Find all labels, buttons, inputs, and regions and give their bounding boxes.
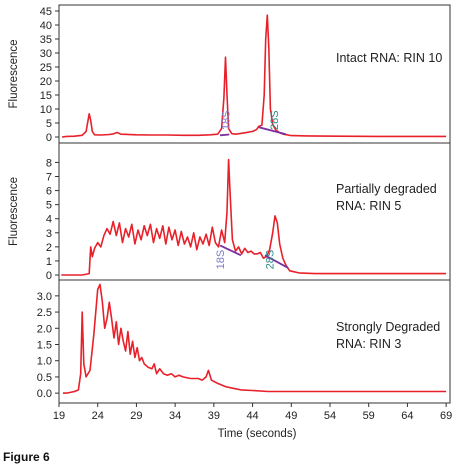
y-tick-label: 5 — [46, 118, 52, 130]
x-tick-label: 19 — [53, 410, 65, 422]
y-axis-label: Fluorescence — [8, 39, 20, 108]
peak-label-18s: 18S — [215, 250, 227, 270]
peak-label-18s: 18S — [220, 110, 232, 130]
y-tick-label: 2.5 — [37, 307, 52, 319]
x-tick-label: 59 — [363, 410, 375, 422]
panel-frame — [58, 4, 451, 144]
y-tick-label: 1.5 — [37, 339, 52, 351]
y-tick-label: 35 — [40, 34, 52, 46]
y-tick-label: 10 — [40, 104, 52, 116]
x-axis: 19 24 29 34 39 44 49 54 59 64 69 — [53, 403, 452, 422]
peak-baseline — [264, 254, 289, 269]
peak-label-28s: 28S — [269, 110, 281, 130]
y-tick-label: 2.0 — [37, 323, 52, 335]
chart-panel-1: 0 5 10 15 20 25 30 35 40 45 Fluorescence 18S 28S Inta… — [8, 4, 451, 144]
x-tick-label: 49 — [285, 410, 297, 422]
electropherogram-trace — [61, 158, 447, 276]
y-tick-label: 0 — [46, 270, 52, 282]
y-tick-label: 1.0 — [37, 356, 52, 368]
x-tick-label: 64 — [401, 410, 413, 422]
y-tick-label: 1 — [46, 256, 52, 268]
electropherogram-trace — [61, 14, 447, 138]
x-tick-label: 34 — [169, 410, 181, 422]
y-tick-label: 0 — [46, 132, 52, 144]
peak-label-28s: 28S — [264, 250, 276, 270]
y-tick-label: 2 — [46, 242, 52, 254]
y-tick-label: 45 — [40, 6, 52, 18]
panel-frame — [58, 279, 451, 404]
y-tick-label: 25 — [40, 62, 52, 74]
y-tick-label: 40 — [40, 20, 52, 32]
rin-annotation: Intact RNA: RIN 10 — [336, 51, 442, 65]
y-tick-label: 0.5 — [37, 372, 52, 384]
y-tick-label: 20 — [40, 76, 52, 88]
x-axis-label: Time (seconds) — [218, 428, 297, 440]
x-tick-label: 54 — [324, 410, 336, 422]
rin-annotation: Partially degraded — [336, 182, 437, 196]
chart-panel-2: 0 1 2 3 4 5 6 7 8 Fluorescence 18S 28S Partially deg… — [8, 142, 451, 282]
rin-annotation: Strongly Degraded — [336, 320, 440, 334]
electropherogram-trace — [62, 283, 447, 394]
peak-baseline — [219, 244, 242, 257]
peak-baseline — [258, 126, 287, 136]
y-tick-label: 30 — [40, 48, 52, 60]
y-tick-label: 3.0 — [37, 291, 52, 303]
y-tick-label: 6 — [46, 186, 52, 198]
x-tick-label: 39 — [208, 410, 220, 422]
y-tick-label: 15 — [40, 90, 52, 102]
y-tick-label: 7 — [46, 172, 52, 184]
rin-annotation: RNA: RIN 5 — [336, 199, 401, 213]
chart-panel-3: 0.0 0.5 1.0 1.5 2.0 2.5 3.0 Strongly Degraded RN… — [37, 279, 451, 404]
figure-caption: Figure 6 — [3, 450, 50, 464]
x-tick-label: 29 — [130, 410, 142, 422]
y-axis-label: Fluorescence — [8, 177, 20, 246]
x-tick-label: 44 — [246, 410, 258, 422]
rin-annotation: RNA: RIN 3 — [336, 337, 401, 351]
x-tick-label: 24 — [92, 410, 104, 422]
peak-baseline — [219, 133, 230, 137]
y-tick-label: 4 — [46, 214, 52, 226]
y-tick-label: 3 — [46, 228, 52, 240]
y-tick-label: 0.0 — [37, 388, 52, 400]
y-tick-label: 5 — [46, 200, 52, 212]
y-tick-label: 8 — [46, 157, 52, 169]
x-tick-label: 69 — [440, 410, 452, 422]
